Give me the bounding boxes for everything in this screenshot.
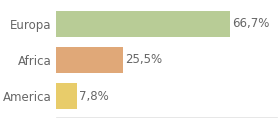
Text: 66,7%: 66,7% [232,17,270,30]
Text: 7,8%: 7,8% [79,90,109,103]
Text: 25,5%: 25,5% [125,54,162,66]
Bar [56,83,77,109]
Bar [56,11,230,37]
Bar [56,47,123,73]
